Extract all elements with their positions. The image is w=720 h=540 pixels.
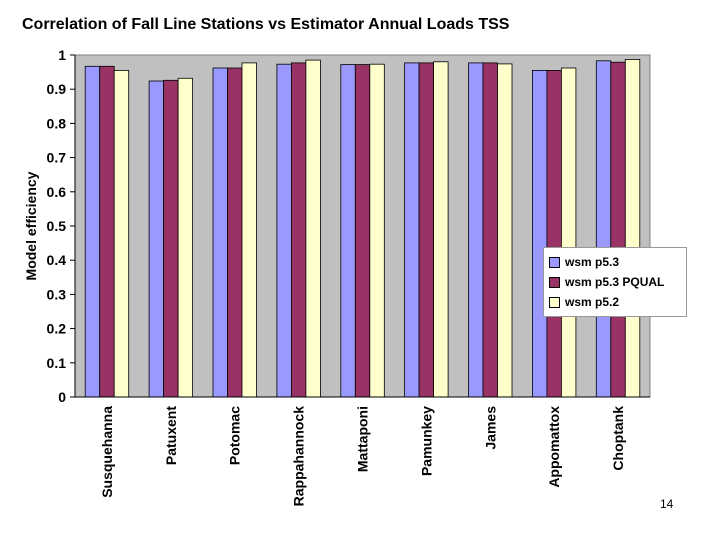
bar-choptank-series-1	[595, 60, 612, 398]
x-tick-label-susquehanna: Susquehanna	[99, 406, 115, 498]
chart-title: Correlation of Fall Line Stations vs Est…	[22, 16, 510, 33]
legend: wsm p5.3 wsm p5.3 PQUAL wsm p5.2	[543, 247, 687, 317]
slide-number: 14	[660, 497, 674, 511]
y-tick-label: 0	[58, 389, 66, 405]
bar-james-series-2	[482, 62, 498, 398]
bar-susquehanna-series-3	[113, 70, 130, 398]
bar-choptank-series-3	[624, 59, 641, 398]
legend-swatch	[549, 296, 560, 308]
bar-rappahannock-series-2	[290, 62, 307, 398]
bar-rappahannock-series-1	[276, 63, 292, 398]
bar-james-series-1	[468, 62, 484, 398]
legend-label: wsm p5.3 PQUAL	[565, 275, 665, 289]
bar-james-series-3	[497, 63, 513, 398]
bar-appomattox-series-3	[561, 67, 577, 398]
y-tick-label: 0.7	[47, 150, 67, 166]
bar-mattaponi-series-3	[369, 63, 385, 398]
legend-item-wsm-p5-3: wsm p5.3	[549, 252, 686, 272]
bar-mattaponi-series-2	[354, 64, 371, 398]
bar-appomattox-series-2	[546, 70, 562, 398]
x-tick-label-choptank: Choptank	[610, 406, 626, 471]
bar-pamunkey-series-1	[404, 62, 420, 398]
legend-item-wsm-p5-3-pqual: wsm p5.3 PQUAL	[549, 272, 686, 292]
legend-item-wsm-p5-2: wsm p5.2	[549, 292, 686, 312]
x-tick-label-pamunkey: Pamunkey	[418, 406, 434, 476]
x-tick-label-rappahannock: Rappahannock	[291, 406, 307, 507]
bar-potomac-series-3	[241, 62, 257, 398]
bar-susquehanna-series-1	[84, 65, 101, 398]
x-tick-label-appomattox: Appomattox	[546, 406, 562, 488]
bar-potomac-series-2	[227, 67, 243, 398]
bar-susquehanna-series-2	[99, 65, 115, 398]
bar-pamunkey-series-2	[418, 62, 435, 398]
x-tick-label-potomac: Potomac	[227, 406, 243, 465]
bar-rappahannock-series-3	[305, 59, 321, 398]
y-tick-label: 0.6	[47, 184, 67, 200]
legend-label: wsm p5.2	[565, 295, 620, 309]
y-tick-label: 0.1	[47, 355, 67, 371]
y-tick-label: 0.8	[47, 115, 67, 131]
legend-swatch	[549, 276, 560, 288]
bar-mattaponi-series-1	[340, 64, 356, 398]
y-tick-label: 0.9	[47, 81, 67, 97]
bar-patuxent-series-2	[163, 79, 179, 398]
y-tick-label: 1	[58, 47, 66, 63]
bar-choptank-series-2	[610, 61, 626, 398]
bar-potomac-series-1	[212, 67, 228, 398]
bar-appomattox-series-1	[532, 70, 548, 398]
y-tick-label: 0.3	[47, 286, 67, 302]
x-tick-label-mattaponi: Mattaponi	[355, 406, 371, 472]
x-tick-label-patuxent: Patuxent	[163, 406, 179, 465]
bar-patuxent-series-1	[148, 80, 165, 398]
legend-label: wsm p5.3	[565, 255, 620, 269]
bar-pamunkey-series-3	[433, 61, 449, 398]
y-axis-label: Model efficiency	[23, 171, 39, 280]
legend-swatch	[549, 256, 560, 268]
y-tick-label: 0.4	[47, 252, 67, 268]
y-tick-label: 0.2	[47, 321, 67, 337]
bar-patuxent-series-3	[177, 77, 194, 398]
y-tick-label: 0.5	[47, 218, 67, 234]
x-tick-label-james: James	[482, 406, 498, 450]
